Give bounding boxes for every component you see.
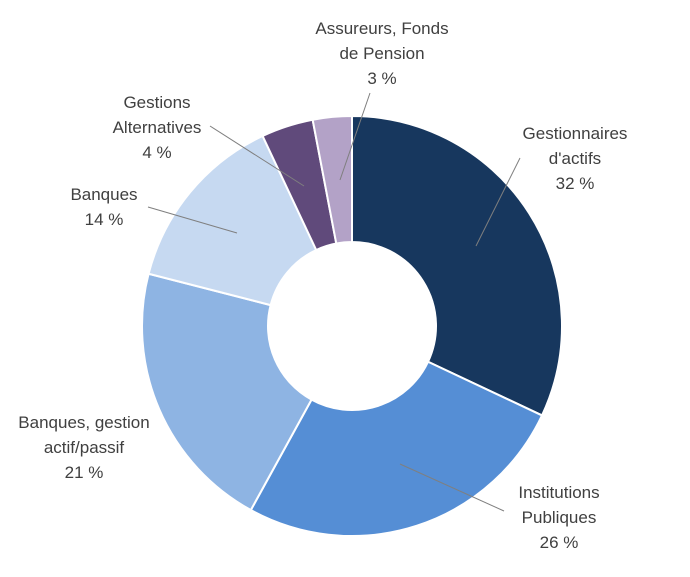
slice-label-2: Banques, gestion actif/passif 21 %	[18, 413, 149, 482]
slice-name-line: actif/passif	[44, 438, 125, 457]
slice-value-label: 3 %	[367, 69, 396, 88]
leader-line-4	[209, 125, 305, 187]
leader-line-0	[475, 157, 521, 247]
slice-label-3: Banques 14 %	[70, 185, 137, 229]
slice-name-line: Gestionnaires	[523, 124, 628, 143]
slice-label-4: Gestions Alternatives 4 %	[113, 93, 202, 162]
slice-name-line: de Pension	[339, 44, 424, 63]
slice-name-line: Publiques	[522, 508, 597, 527]
leader-lines-group	[147, 92, 521, 512]
slice-name-line: d'actifs	[549, 149, 601, 168]
slices-group	[141, 114, 563, 537]
leader-line-1	[399, 463, 505, 512]
slice-3	[147, 134, 318, 307]
leader-line-5	[339, 92, 371, 181]
slice-name-line: Assureurs, Fonds	[315, 19, 448, 38]
slice-label-1: Institutions Publiques 26 %	[518, 483, 599, 552]
slice-value-label: 26 %	[540, 533, 579, 552]
slice-label-5: Assureurs, Fonds de Pension 3 %	[315, 19, 448, 88]
slice-value-label: 21 %	[65, 463, 104, 482]
slice-label-0: Gestionnaires d'actifs 32 %	[523, 124, 628, 193]
slice-0	[351, 114, 563, 417]
slice-value-label: 32 %	[556, 174, 595, 193]
slice-5	[311, 114, 353, 245]
slice-value-label: 4 %	[142, 143, 171, 162]
slice-2	[141, 272, 313, 512]
slice-1	[249, 360, 544, 537]
slice-name-line: Alternatives	[113, 118, 202, 137]
slice-name-line: Banques	[70, 185, 137, 204]
leader-line-3	[147, 206, 238, 234]
slice-name-line: Gestions	[123, 93, 190, 112]
slice-name-line: Institutions	[518, 483, 599, 502]
labels-group: Gestionnaires d'actifs 32 % Institutions Pub…	[18, 19, 627, 552]
slice-value-label: 14 %	[85, 210, 124, 229]
slice-name-line: Banques, gestion	[18, 413, 149, 432]
